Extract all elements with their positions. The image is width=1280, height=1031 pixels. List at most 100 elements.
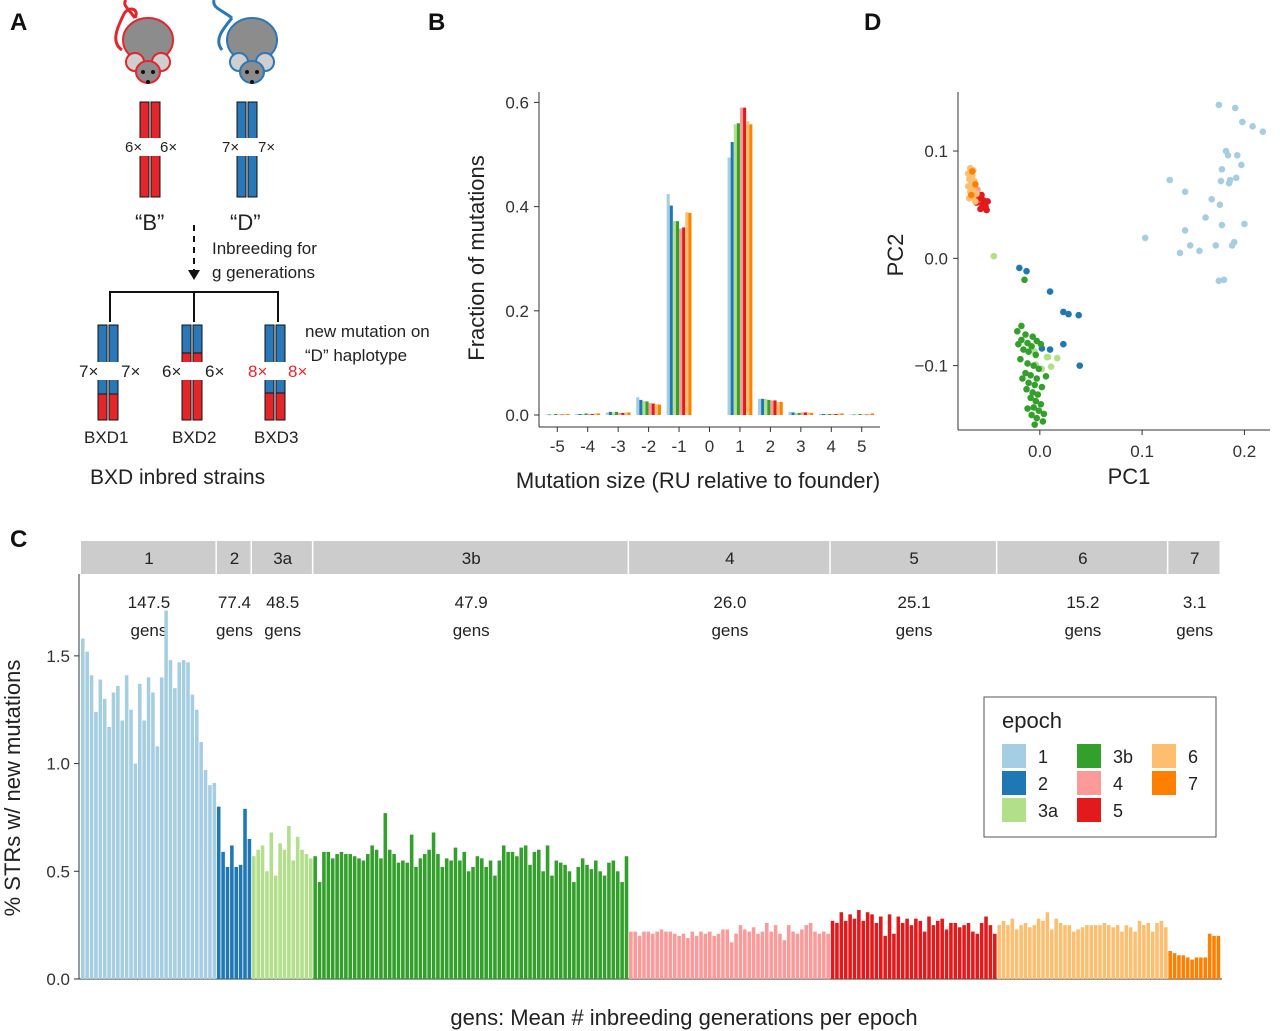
mutation-bar--3-epoch-4: [618, 412, 622, 415]
legend-swatch-1: [1002, 744, 1026, 768]
pca-point-epoch-5: [978, 191, 985, 199]
strain-bar-epoch-3b: [580, 858, 585, 979]
pca-point-epoch-1: [1233, 152, 1241, 159]
pca-scatter-chart: −0.1 0.0 0.1 0.0 0.1 0.2 PC2 PC1: [883, 92, 1270, 489]
pca-point-epoch-3b: [1035, 365, 1043, 373]
pca-point-epoch-1: [1216, 201, 1224, 208]
mutation-bar--4-epoch-1: [575, 413, 579, 415]
mutation-bar--2-epoch-3b: [645, 401, 649, 415]
epoch-strip-4: [629, 541, 830, 574]
strain-bar-epoch-6: [1085, 925, 1089, 979]
strain-bar-epoch-3b: [444, 858, 449, 979]
pca-point-epoch-3b: [1028, 343, 1035, 350]
strain-bar-epoch-3b: [475, 856, 480, 979]
strain-bar-epoch-2: [243, 808, 247, 979]
strain-bar-epoch-7: [1212, 935, 1216, 979]
strain-bar-epoch-3b: [379, 858, 383, 979]
strain-bar-epoch-3b: [519, 847, 524, 979]
breeding-diagram: 6× 6× “B” 7× 7× “D” Inbreeding for g gen…: [78, 0, 430, 489]
strain-bar-epoch-3b: [563, 864, 567, 979]
x-tick-label: 0: [705, 437, 714, 456]
pca-point-epoch-1: [1225, 179, 1233, 187]
chromosome-d-left-count: 7×: [222, 139, 239, 156]
x-tick-label: -4: [580, 437, 595, 456]
strain-bar-epoch-3b: [488, 860, 493, 979]
pca-point-epoch-3b: [1037, 400, 1045, 408]
strain-bar-epoch-3b: [537, 849, 541, 979]
strain-bar-epoch-2: [238, 864, 243, 979]
mutation-bar-3-epoch-3a: [794, 412, 798, 415]
pca-point-epoch-1: [1249, 123, 1256, 130]
mutation-bar-5-epoch-3b: [858, 413, 862, 415]
epoch-strip-label: 5: [909, 549, 918, 568]
pca-point-epoch-3b: [1029, 389, 1036, 396]
x-tick-label: -1: [671, 437, 686, 456]
mouse-d-icon: [212, 0, 278, 84]
mutation-bar--2-epoch-2: [639, 399, 643, 415]
strain-bar-epoch-3b: [396, 862, 401, 979]
pca-point-epoch-1: [1238, 161, 1245, 169]
strain-bar-epoch-3b: [335, 854, 339, 979]
epoch-mutation-chart: 1 147.5 gens 2 77.4 gens 3a 48.5 gens 3b 47.9 gens 4…: [0, 541, 1222, 1030]
founder-d-label: “D”: [230, 210, 261, 235]
epoch-gens-unit: gens: [453, 621, 490, 640]
chromosome-b: [125, 101, 185, 198]
pca-point-epoch-3a: [1043, 353, 1051, 361]
x-tick-label: 2: [766, 437, 775, 456]
strain-bar-epoch-5: [918, 920, 923, 979]
mutation-bar--4-epoch-5: [590, 413, 594, 415]
epoch-gens-unit: gens: [216, 621, 253, 640]
strain-bar-epoch-3b: [423, 854, 427, 979]
mutation-bar-3-epoch-4: [800, 412, 804, 415]
pca-point-epoch-3b: [1022, 331, 1029, 338]
strain-bar-epoch-3b: [607, 862, 611, 979]
bxd2-left-count: 6×: [162, 362, 181, 381]
pca-point-epoch-3b: [1032, 351, 1040, 359]
strain-bar-epoch-3b: [409, 834, 414, 979]
strain-bar-epoch-5: [874, 922, 879, 979]
strain-bar-epoch-3b: [532, 851, 537, 979]
strain-bar-epoch-4: [668, 931, 673, 979]
strain-bar-epoch-4: [699, 931, 703, 979]
strain-bar-epoch-6: [1080, 927, 1085, 979]
strain-bar-epoch-6: [997, 925, 1001, 979]
strain-bar-epoch-5: [984, 916, 988, 979]
strain-bar-epoch-3b: [401, 860, 405, 979]
strain-bar-epoch-1: [190, 694, 195, 979]
strain-bar-epoch-4: [629, 931, 633, 979]
mutation-bar-2-epoch-2: [761, 398, 765, 415]
strain-bar-epoch-5: [975, 933, 980, 979]
y-tick-label: 0.1: [924, 142, 948, 161]
y-tick-label: 0.0: [46, 970, 70, 989]
strain-bar-epoch-7: [1199, 957, 1203, 979]
pca-point-epoch-1: [1202, 214, 1209, 221]
mutation-bar--5-epoch-3b: [554, 413, 558, 415]
pca-point-epoch-3b: [1023, 385, 1030, 393]
strain-bar-epoch-5: [936, 920, 940, 979]
strain-bar-epoch-3b: [576, 866, 581, 979]
strain-bar-epoch-4: [751, 927, 756, 979]
pca-point-epoch-3b: [1038, 383, 1046, 391]
panel-letter-d: D: [864, 9, 881, 36]
pca-point-epoch-1: [1141, 234, 1149, 242]
strain-bar-epoch-3b: [506, 851, 510, 979]
strain-bar-epoch-3b: [589, 869, 594, 979]
strain-bar-epoch-1: [173, 688, 177, 979]
strain-bar-epoch-6: [1120, 931, 1124, 979]
pca-point-epoch-7: [969, 168, 976, 175]
strain-bar-epoch-6: [1111, 927, 1115, 979]
mutation-bar-1-epoch-5: [743, 107, 747, 415]
strain-bar-epoch-6: [1164, 927, 1168, 979]
strain-bar-epoch-3b: [602, 875, 607, 979]
strain-bar-epoch-3b: [480, 858, 484, 979]
strain-bar-epoch-1: [199, 742, 203, 979]
strain-bar-epoch-3b: [436, 854, 440, 979]
strain-bar-epoch-4: [681, 933, 686, 979]
mutation-bar-5-epoch-1: [849, 414, 853, 416]
strain-bar-epoch-4: [782, 940, 787, 979]
pca-point-epoch-3b: [1022, 369, 1029, 377]
mutation-bar-5-epoch-3a: [855, 414, 859, 416]
strain-bar-epoch-6: [1093, 925, 1098, 979]
pca-point-epoch-3b: [1025, 379, 1032, 387]
pca-point-epoch-5: [984, 198, 991, 205]
